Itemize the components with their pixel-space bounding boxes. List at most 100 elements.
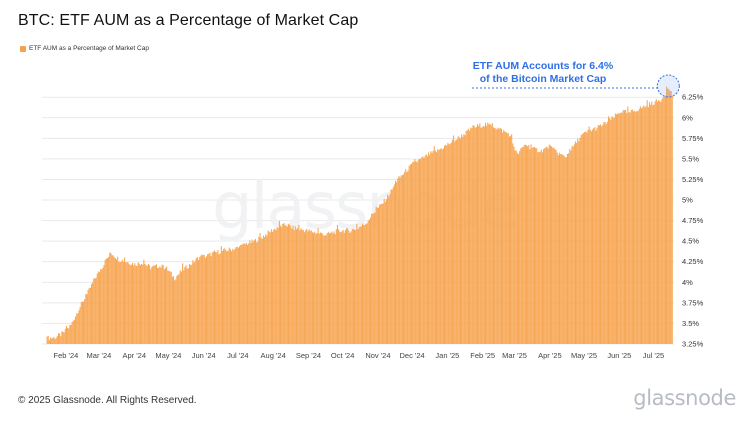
bar: [470, 127, 472, 344]
bar: [294, 226, 296, 344]
bar: [392, 187, 394, 344]
bar: [472, 125, 474, 344]
bar: [131, 263, 134, 344]
bar: [524, 144, 526, 344]
bar: [150, 269, 152, 344]
bar: [284, 225, 286, 344]
bar: [65, 325, 67, 344]
bar: [667, 88, 669, 344]
bar: [662, 97, 664, 344]
bar: [505, 131, 507, 344]
bar: [231, 251, 233, 344]
bar: [484, 122, 487, 344]
bar: [327, 231, 329, 344]
bar: [516, 152, 518, 344]
x-tick-label: Mar '25: [502, 351, 527, 360]
bar: [194, 260, 196, 344]
bar: [449, 143, 451, 344]
bar: [96, 273, 98, 344]
bar: [242, 243, 244, 344]
bar: [549, 145, 551, 344]
bar: [576, 142, 578, 344]
bar: [648, 102, 651, 344]
x-tick-label: Jul '25: [643, 351, 664, 360]
bar: [503, 130, 505, 344]
bar: [174, 280, 176, 344]
bar: [585, 131, 587, 344]
bar: [203, 254, 205, 344]
bar: [562, 154, 564, 344]
bar: [385, 199, 387, 344]
bar: [592, 129, 594, 344]
bar: [595, 130, 597, 344]
bar: [69, 324, 71, 344]
bar: [103, 264, 105, 344]
bar: [376, 207, 378, 344]
bar: [393, 184, 395, 344]
bar: [358, 227, 360, 344]
bar: [338, 229, 340, 344]
bar: [643, 105, 645, 344]
bar: [610, 119, 612, 344]
bar: [421, 157, 423, 344]
bar: [469, 130, 471, 344]
bar: [590, 131, 592, 344]
bar: [617, 113, 619, 344]
bar: [221, 250, 224, 344]
bar: [60, 336, 62, 344]
bar: [439, 149, 441, 344]
y-tick-label: 5%: [682, 196, 693, 205]
bar: [146, 265, 148, 344]
bar: [572, 146, 574, 344]
bar: [404, 171, 406, 344]
bar: [295, 229, 298, 344]
bar: [314, 231, 316, 344]
x-tick-label: Nov '24: [365, 351, 390, 360]
bar: [182, 263, 184, 344]
bar: [422, 156, 424, 344]
bar: [663, 96, 665, 345]
bar: [162, 265, 164, 344]
bar: [317, 228, 319, 344]
bar: [446, 145, 448, 344]
bar: [244, 244, 246, 344]
bar: [497, 127, 499, 344]
bar: [175, 279, 177, 344]
bar: [521, 147, 523, 344]
bar: [545, 147, 547, 344]
bar: [286, 226, 288, 344]
bar: [379, 204, 381, 344]
bar: [425, 154, 427, 344]
bar: [568, 153, 570, 344]
bar: [168, 270, 170, 344]
bar: [315, 233, 317, 344]
bar: [615, 114, 618, 344]
bar: [606, 121, 608, 344]
bar: [252, 241, 254, 344]
bar: [113, 257, 115, 344]
bar: [137, 262, 139, 344]
bar: [344, 229, 346, 344]
bar: [507, 133, 509, 344]
bar: [565, 157, 567, 344]
bar: [533, 146, 536, 344]
bar: [300, 228, 302, 344]
bar: [433, 146, 435, 344]
y-tick-label: 4.25%: [682, 257, 704, 266]
bar: [384, 201, 386, 344]
bar: [547, 148, 549, 344]
bar: [86, 294, 88, 344]
bar: [636, 110, 638, 344]
bar: [635, 111, 637, 344]
bar: [106, 258, 108, 344]
bar: [588, 126, 590, 344]
bar: [613, 117, 615, 344]
bar: [259, 233, 261, 344]
bar: [213, 250, 216, 344]
bar: [430, 151, 432, 344]
bar: [451, 139, 454, 344]
bar: [55, 337, 57, 344]
bar: [283, 223, 285, 344]
bar: [330, 232, 332, 344]
